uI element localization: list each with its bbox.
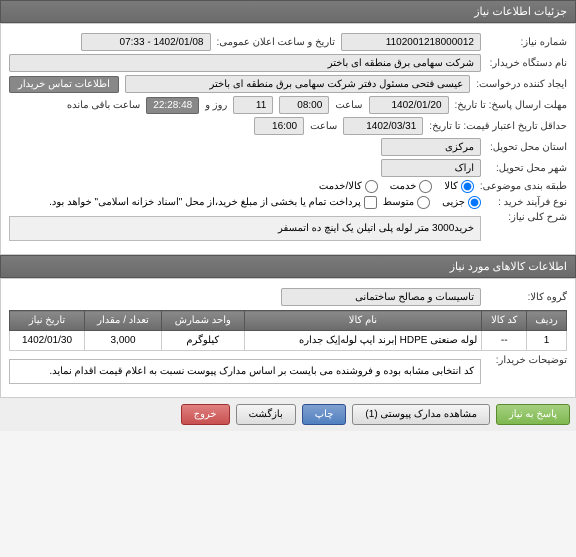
days-field: 11: [233, 96, 273, 114]
cat-service-option[interactable]: خدمت: [390, 180, 433, 193]
goods-group-field: تاسیسات و مصالح ساختمانی: [281, 288, 481, 306]
goods-header-title: اطلاعات کالاهای مورد نیاز: [450, 261, 567, 273]
goods-table: ردیف کد کالا نام کالا واحد شمارش تعداد /…: [9, 310, 567, 351]
details-content: شماره نیاز: 1102001218000012 تاریخ و ساع…: [0, 23, 576, 255]
back-button[interactable]: بازگشت: [236, 404, 296, 425]
col-row: ردیف: [527, 311, 567, 331]
city-field: اراک: [381, 159, 481, 177]
cell-name: لوله صنعتی HDPE |برند ایپ لوله|یک جداره: [244, 331, 482, 351]
validity-date-field: 1402/03/31: [343, 117, 423, 135]
need-no-field: 1102001218000012: [341, 33, 481, 51]
purchase-type-label: نوع فرآیند خرید :: [487, 197, 567, 208]
print-button[interactable]: چاپ: [302, 404, 347, 425]
col-code: کد کالا: [482, 311, 527, 331]
buyer-note-box: کد انتخابی مشابه بوده و فروشنده می بایست…: [9, 359, 481, 384]
panel-header: جزئیات اطلاعات نیاز: [0, 0, 576, 23]
pt-partial-option[interactable]: جزیی: [442, 196, 481, 209]
buyer-note-label: توضیحات خریدار:: [487, 355, 567, 366]
desc-box: خرید3000 متر لوله پلی اتیلن یک اینچ ده ا…: [9, 216, 481, 241]
pt-partial-radio[interactable]: [468, 196, 481, 209]
payment-checkbox[interactable]: [364, 196, 377, 209]
cell-qty: 3,000: [84, 331, 161, 351]
cell-code: --: [482, 331, 527, 351]
buyer-org-label: نام دستگاه خریدار:: [487, 58, 567, 69]
payment-note-option[interactable]: پرداخت تمام یا بخشی از مبلغ خرید،از محل …: [49, 196, 377, 209]
cat-service-radio[interactable]: [419, 180, 432, 193]
days-label: روز و: [205, 100, 227, 111]
need-no-label: شماره نیاز:: [487, 37, 567, 48]
exit-button[interactable]: خروج: [181, 404, 230, 425]
pt-medium-radio[interactable]: [417, 196, 430, 209]
cat-goods-option[interactable]: کالا: [444, 180, 474, 193]
cat-goods-radio[interactable]: [461, 180, 474, 193]
buyer-org-field: شرکت سهامی برق منطقه ای باختر: [9, 54, 481, 72]
cat-both-option[interactable]: کالا/خدمت: [319, 180, 378, 193]
validity-time-field: 16:00: [254, 117, 304, 135]
announce-field: 1402/01/08 - 07:33: [81, 33, 211, 51]
footer-buttons: پاسخ به نیاز مشاهده مدارک پیوستی (1) چاپ…: [0, 398, 576, 431]
deadline-date-field: 1402/01/20: [369, 96, 449, 114]
desc-label: شرح کلی نیاز:: [487, 212, 567, 223]
announce-label: تاریخ و ساعت اعلان عمومی:: [217, 37, 336, 48]
goods-content: گروه کالا: تاسیسات و مصالح ساختمانی ردیف…: [0, 278, 576, 398]
requester-label: ایجاد کننده درخواست:: [476, 79, 567, 90]
deadline-time-field: 08:00: [279, 96, 329, 114]
pt-medium-option[interactable]: متوسط: [383, 196, 430, 209]
cell-unit: کیلوگرم: [162, 331, 245, 351]
category-radio-group: کالا خدمت کالا/خدمت: [319, 180, 474, 193]
respond-button[interactable]: پاسخ به نیاز: [496, 404, 570, 425]
validity-label: حداقل تاریخ اعتبار قیمت: تا تاریخ:: [429, 121, 567, 132]
table-row: 1 -- لوله صنعتی HDPE |برند ایپ لوله|یک ج…: [10, 331, 567, 351]
cell-row: 1: [527, 331, 567, 351]
panel-title: جزئیات اطلاعات نیاز: [474, 6, 567, 18]
table-header-row: ردیف کد کالا نام کالا واحد شمارش تعداد /…: [10, 311, 567, 331]
attachments-button[interactable]: مشاهده مدارک پیوستی (1): [352, 404, 490, 425]
province-label: استان محل تحویل:: [487, 142, 567, 153]
goods-group-label: گروه کالا:: [487, 292, 567, 303]
col-date: تاریخ نیاز: [10, 311, 85, 331]
requester-field: عیسی فتحی مسئول دفتر شرکت سهامی برق منطق…: [125, 75, 470, 93]
col-unit: واحد شمارش: [162, 311, 245, 331]
col-name: نام کالا: [244, 311, 482, 331]
remaining-field: 22:28:48: [146, 97, 199, 114]
contact-button[interactable]: اطلاعات تماس خریدار: [9, 76, 119, 93]
cell-date: 1402/01/30: [10, 331, 85, 351]
category-label: طبقه بندی موضوعی:: [480, 181, 567, 192]
province-field: مرکزی: [381, 138, 481, 156]
purchase-type-radio-group: جزیی متوسط: [383, 196, 481, 209]
deadline-label: مهلت ارسال پاسخ: تا تاریخ:: [455, 100, 567, 111]
remaining-label: ساعت باقی مانده: [67, 100, 140, 111]
time-label-2: ساعت: [310, 121, 337, 132]
city-label: شهر محل تحویل:: [487, 163, 567, 174]
goods-header: اطلاعات کالاهای مورد نیاز: [0, 255, 576, 278]
time-label-1: ساعت: [335, 100, 362, 111]
cat-both-radio[interactable]: [365, 180, 378, 193]
col-qty: تعداد / مقدار: [84, 311, 161, 331]
